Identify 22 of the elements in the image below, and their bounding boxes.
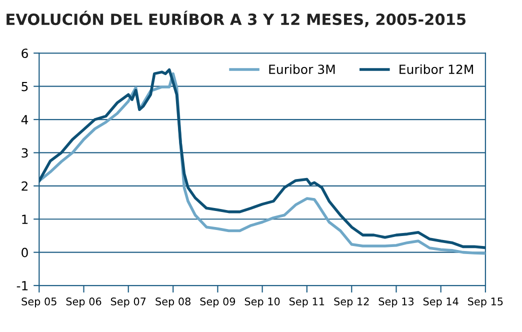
x-tick-label: Sep 11	[290, 298, 324, 308]
y-tick-label: -1	[16, 281, 28, 290]
y-tick-label: 0	[22, 248, 28, 258]
x-tick-label: Sep 14	[423, 298, 458, 308]
x-tick-label: Sep 12	[334, 298, 369, 308]
x-tick-label: Sep 09	[200, 298, 236, 308]
y-tick-label: 1	[22, 214, 28, 224]
x-tick-label: Sep 08	[156, 298, 190, 308]
x-tick-label: Sep 15	[468, 298, 503, 308]
legend-label: Euribor 3M	[269, 64, 335, 74]
x-tick-label: Sep 07	[110, 298, 146, 308]
x-tick-label: Sep 13	[378, 298, 414, 308]
chart-title: EVOLUCIÓN DEL EURÍBOR A 3 Y 12 MESES, 2005-2015	[6, 10, 466, 28]
x-tick-label: Sep 05	[22, 298, 56, 308]
y-tick-label: 3	[22, 148, 28, 158]
legend-label: Euribor 12M	[400, 64, 473, 74]
y-tick-label: 6	[22, 48, 28, 58]
y-tick-label: 5	[22, 82, 28, 92]
x-tick-label: Sep 10	[244, 298, 280, 308]
y-tick-label: 2	[22, 181, 28, 191]
y-tick-label: 4	[21, 115, 28, 124]
x-tick-label: Sep 06	[66, 298, 102, 308]
